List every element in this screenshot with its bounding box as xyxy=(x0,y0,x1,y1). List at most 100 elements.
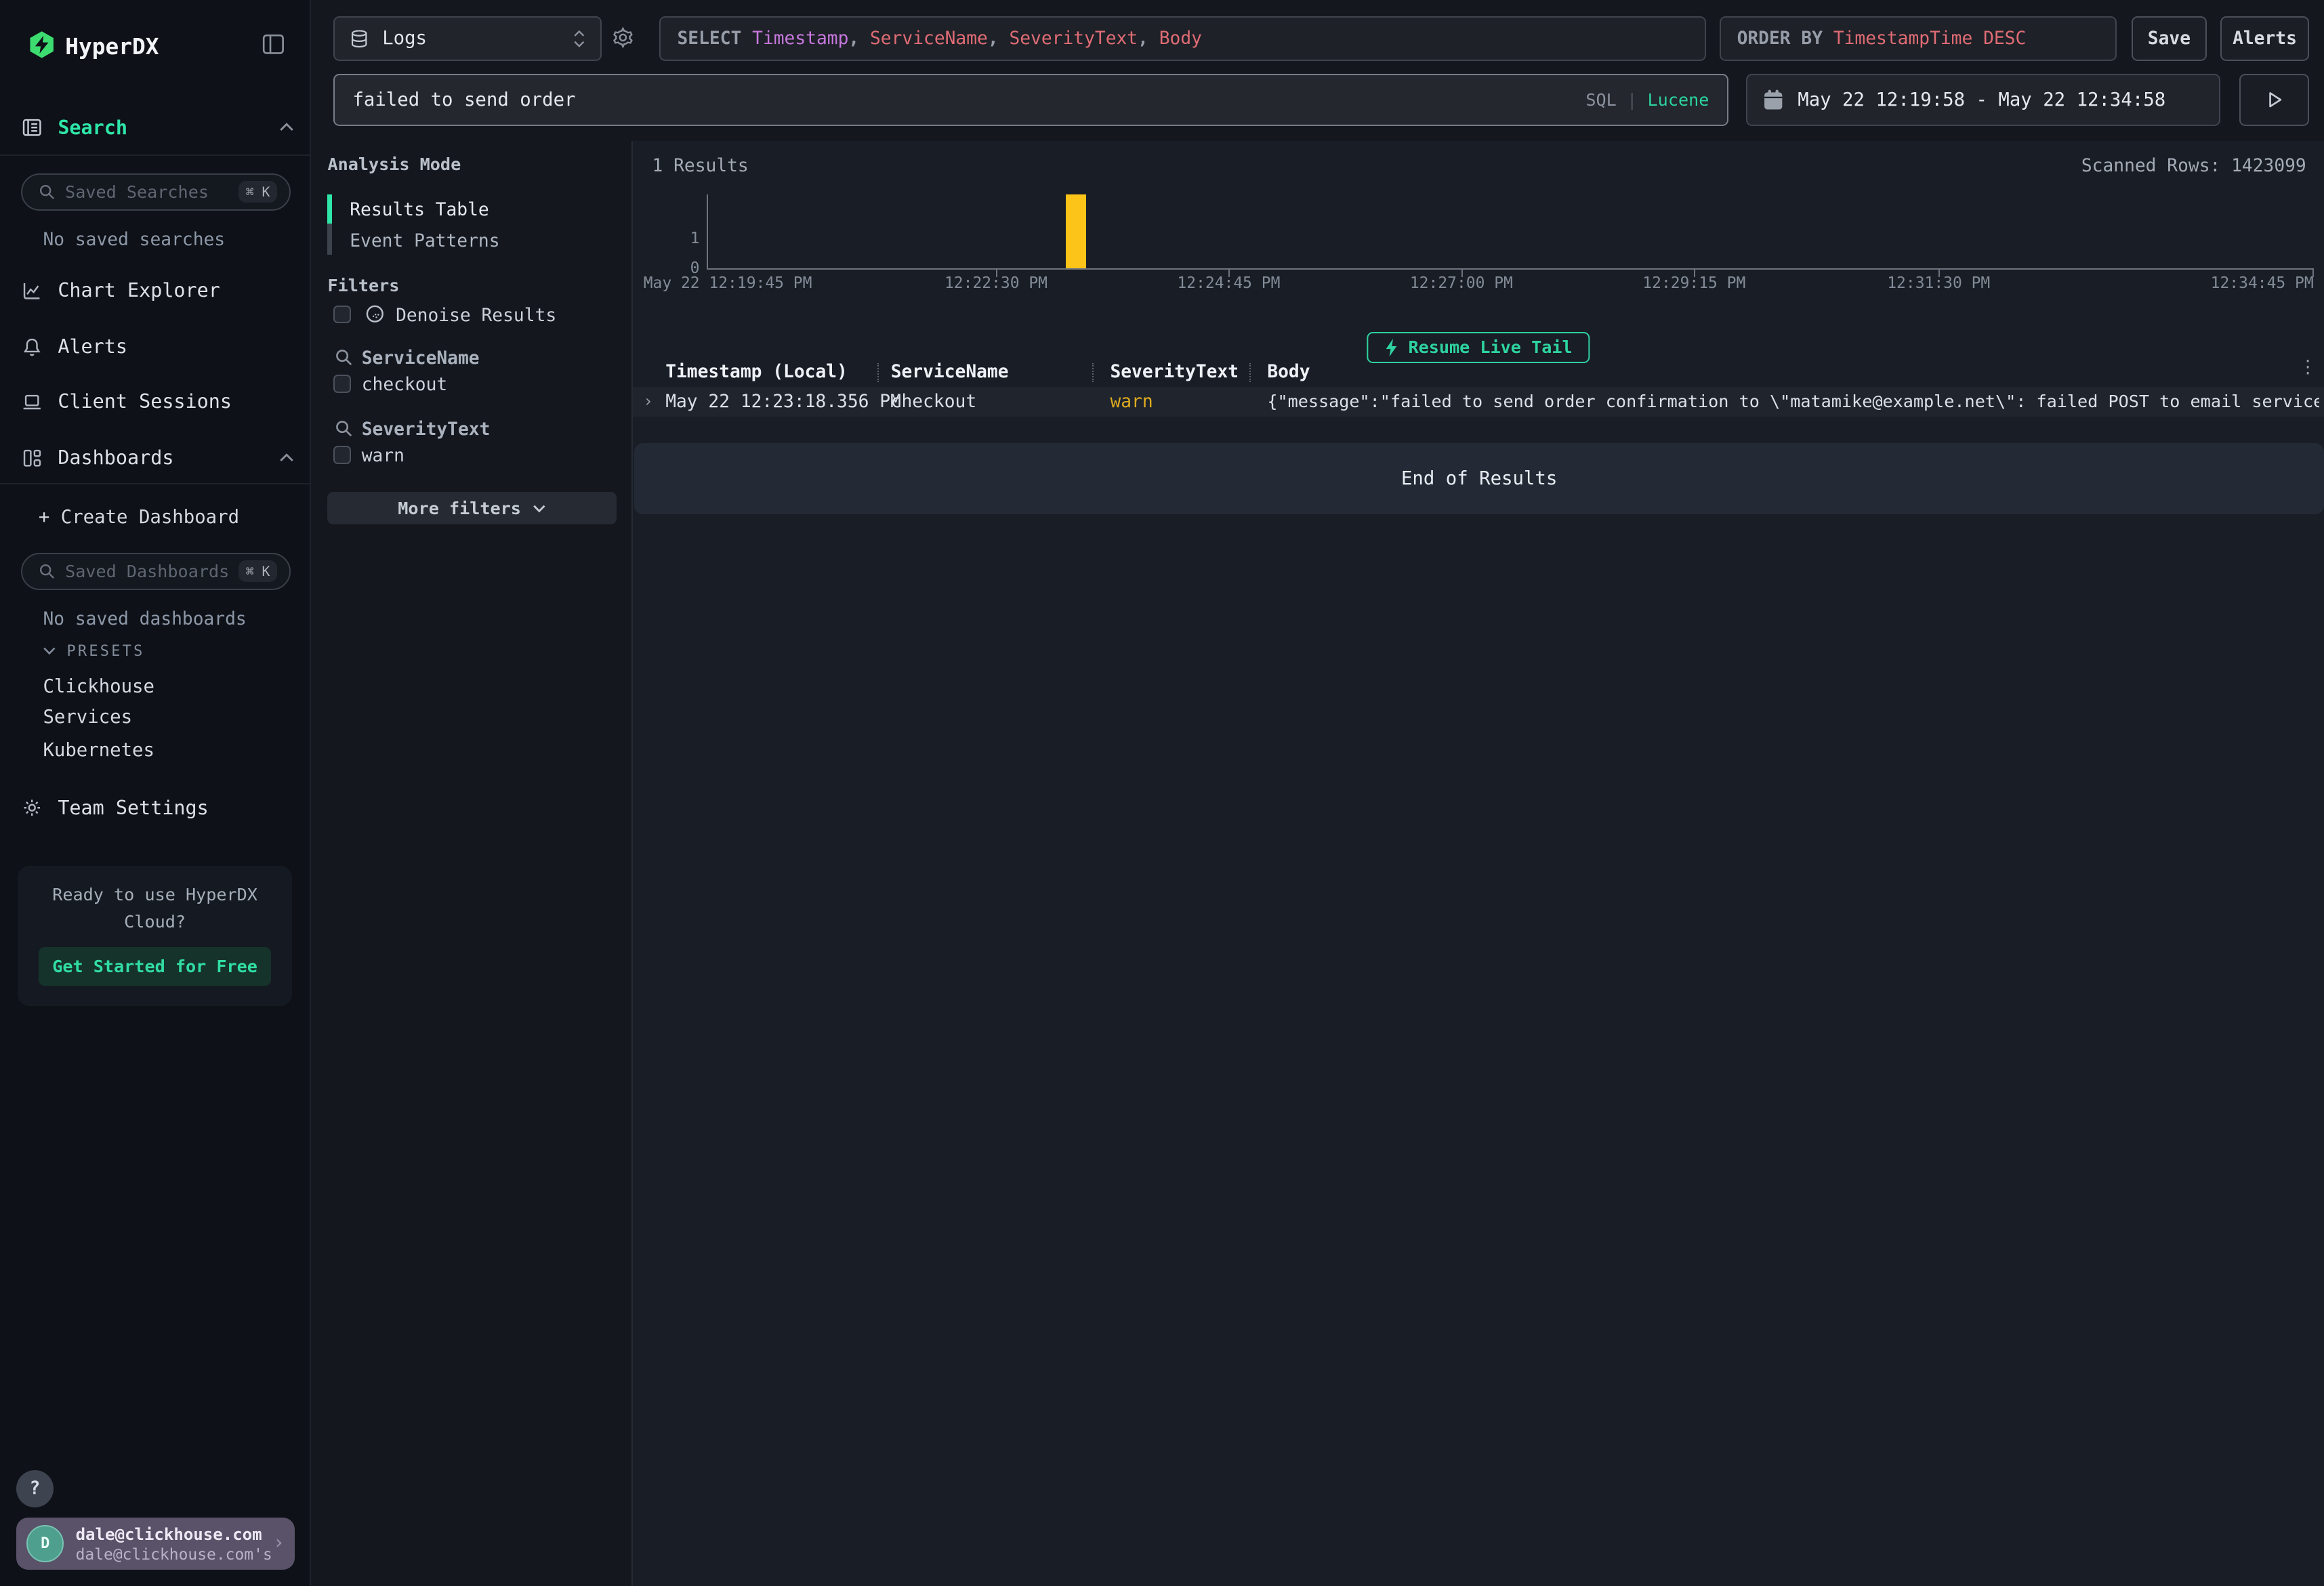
saved-searches-search[interactable]: ⌘ K xyxy=(20,173,291,211)
shortcut-badge: ⌘ K xyxy=(238,181,278,203)
order-by-input[interactable]: ORDER BY TimestampTime DESC xyxy=(1719,16,2117,61)
sidebar-item-team-settings[interactable]: Team Settings xyxy=(22,790,295,826)
order-by-expression: ORDER BY TimestampTime DESC xyxy=(1737,28,2027,49)
column-header-servicename[interactable]: ServiceName xyxy=(890,361,1009,382)
sidebar-item-label: Alerts xyxy=(58,335,127,358)
preset-services[interactable]: Services xyxy=(43,707,133,728)
cell-timestamp: May 22 12:23:18.356 PM xyxy=(665,391,901,412)
filter-panel: Analysis Mode Results Table Event Patter… xyxy=(311,140,634,1586)
x-axis-tick xyxy=(1694,270,1696,278)
sidebar-item-label: Dashboards xyxy=(58,446,174,469)
question-icon: ? xyxy=(29,1478,41,1499)
mode-event-patterns[interactable]: Event Patterns xyxy=(350,231,500,252)
database-icon xyxy=(350,29,369,48)
filter-group-servicename: ServiceName xyxy=(361,348,480,369)
saved-dashboards-search[interactable]: ⌘ K xyxy=(20,552,291,590)
chevron-right-icon: › xyxy=(272,1530,285,1553)
warn-checkbox[interactable] xyxy=(333,446,352,464)
analysis-mode-label: Analysis Mode xyxy=(327,154,461,174)
alerts-button[interactable]: Alerts xyxy=(2220,16,2310,61)
time-range-picker[interactable]: May 22 12:19:58 - May 22 12:34:58 xyxy=(1745,74,2220,126)
results-panel: 1 Results Scanned Rows: 1423099 1 0 May … xyxy=(633,140,2324,1586)
save-button[interactable]: Save xyxy=(2131,16,2207,61)
end-of-results-panel: End of Results xyxy=(634,443,2324,515)
filter-group-severitytext: SeverityText xyxy=(361,419,491,440)
column-resizer[interactable] xyxy=(877,362,879,383)
filter-search-icon[interactable] xyxy=(335,348,352,366)
column-resizer[interactable] xyxy=(1249,362,1251,383)
y-axis-line xyxy=(707,194,709,270)
sidebar-item-client-sessions[interactable]: Client Sessions xyxy=(22,384,295,420)
scanned-rows: Scanned Rows: 1423099 xyxy=(2081,155,2306,176)
source-settings-gear-icon[interactable] xyxy=(612,26,634,49)
cloud-promo-text: Ready to use HyperDX xyxy=(52,884,257,904)
lightning-icon xyxy=(1384,338,1398,357)
histogram-bar[interactable] xyxy=(1065,194,1087,268)
x-axis-label: 12:24:45 PM xyxy=(1177,274,1281,292)
lucene-mode-toggle[interactable]: Lucene xyxy=(1647,90,1709,110)
sidebar-item-search[interactable]: Search xyxy=(22,110,295,146)
preset-clickhouse[interactable]: Clickhouse xyxy=(43,675,154,697)
gear-icon xyxy=(22,798,41,817)
column-header-timestamp[interactable]: Timestamp (Local) xyxy=(665,361,848,382)
more-filters-label: More filters xyxy=(398,498,521,518)
y-axis-tick-0: 0 xyxy=(690,259,700,277)
sidebar-collapse-icon[interactable] xyxy=(262,34,285,55)
checkout-checkbox[interactable] xyxy=(333,375,352,393)
user-menu[interactable]: D dale@clickhouse.com dale@clickhouse.co… xyxy=(16,1518,295,1570)
x-axis-tick xyxy=(2312,270,2314,278)
sidebar-item-chart-explorer[interactable]: Chart Explorer xyxy=(22,273,295,309)
presets-chevron-down-icon[interactable] xyxy=(43,646,56,655)
column-resizer[interactable] xyxy=(1092,362,1094,383)
query-search-input[interactable] xyxy=(335,89,1586,111)
denoise-label[interactable]: Denoise Results xyxy=(396,305,557,326)
hyperdx-logo-icon xyxy=(28,30,55,60)
x-axis-tick xyxy=(1938,270,1941,278)
run-query-button[interactable] xyxy=(2239,74,2310,126)
chevron-up-icon xyxy=(278,453,295,463)
filter-search-icon[interactable] xyxy=(335,419,352,437)
sql-mode-toggle[interactable]: SQL xyxy=(1585,90,1617,110)
y-axis-tick-1: 1 xyxy=(690,230,700,248)
column-header-body[interactable]: Body xyxy=(1267,361,1310,382)
active-mode-indicator xyxy=(327,194,332,224)
checkout-option-label[interactable]: checkout xyxy=(361,375,448,396)
select-expression: SELECT Timestamp, ServiceName, SeverityT… xyxy=(677,28,1202,49)
warn-option-label[interactable]: warn xyxy=(361,446,404,467)
x-axis-label: May 22 12:19:45 PM xyxy=(643,274,812,292)
table-row[interactable]: › May 22 12:23:18.356 PM checkout warn {… xyxy=(633,386,2324,417)
saved-dashboards-input[interactable] xyxy=(65,561,238,581)
presets-label: PRESETS xyxy=(66,643,145,661)
app-title: HyperDX xyxy=(65,34,159,60)
more-filters-button[interactable]: More filters xyxy=(327,492,617,525)
resume-live-tail-button[interactable]: Resume Live Tail xyxy=(1367,332,1590,363)
x-axis-tick xyxy=(996,270,997,278)
updown-chevrons-icon xyxy=(573,29,586,48)
sidebar-item-label: Search xyxy=(58,116,127,139)
x-axis-label: 12:31:30 PM xyxy=(1887,274,1991,292)
search-icon xyxy=(39,184,55,200)
help-button[interactable]: ? xyxy=(16,1470,54,1507)
create-dashboard-button[interactable]: + Create Dashboard xyxy=(38,507,240,528)
mode-results-table[interactable]: Results Table xyxy=(350,200,489,221)
preset-kubernetes[interactable]: Kubernetes xyxy=(43,739,154,761)
avatar: D xyxy=(26,1524,64,1562)
denoise-checkbox[interactable] xyxy=(333,305,352,323)
saved-searches-input[interactable] xyxy=(65,182,238,202)
laptop-icon xyxy=(22,392,41,411)
language-toggle-divider: | xyxy=(1627,90,1638,110)
row-expand-chevron-icon[interactable]: › xyxy=(643,391,653,411)
sidebar-item-alerts[interactable]: Alerts xyxy=(22,329,295,365)
x-axis-label: 12:22:30 PM xyxy=(944,274,1048,292)
query-search-box: SQL | Lucene xyxy=(333,74,1728,126)
sidebar-item-dashboards[interactable]: Dashboards xyxy=(22,440,295,476)
table-options-kebab-icon[interactable]: ⋮ xyxy=(2298,357,2317,378)
get-started-button[interactable]: Get Started for Free xyxy=(38,946,272,986)
source-select[interactable]: Logs xyxy=(333,16,602,61)
select-columns-input[interactable]: SELECT Timestamp, ServiceName, SeverityT… xyxy=(659,16,1706,61)
x-axis-tick xyxy=(1461,270,1463,278)
cell-severitytext: warn xyxy=(1110,391,1153,412)
chevron-up-icon xyxy=(278,122,295,132)
x-axis-label: 12:29:15 PM xyxy=(1642,274,1746,292)
column-header-severitytext[interactable]: SeverityText xyxy=(1110,361,1239,382)
